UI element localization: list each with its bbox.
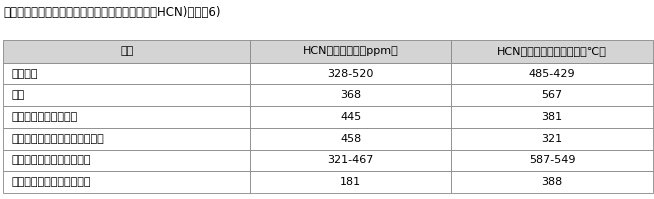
Bar	[451, 63, 653, 85]
Text: 445: 445	[340, 112, 362, 122]
Text: 321: 321	[542, 134, 562, 144]
Bar	[250, 150, 451, 171]
Text: 381: 381	[542, 112, 562, 122]
Bar	[3, 106, 250, 128]
Text: ナイロン: ナイロン	[11, 69, 38, 79]
Bar	[451, 40, 653, 63]
Bar	[451, 85, 653, 106]
Text: 表４．窒素含有材料の燃焼によるシアン化水素（HCN)の発生6): 表４．窒素含有材料の燃焼によるシアン化水素（HCN)の発生6)	[3, 6, 221, 19]
Text: 羊毛: 羊毛	[11, 90, 24, 100]
Text: 材料: 材料	[120, 46, 133, 56]
Bar	[3, 85, 250, 106]
Text: ポリアクリロニトリル: ポリアクリロニトリル	[11, 112, 77, 122]
Bar	[451, 106, 653, 128]
Bar	[250, 106, 451, 128]
Text: 388: 388	[542, 177, 562, 187]
Bar	[250, 128, 451, 150]
Bar	[3, 40, 250, 63]
Bar	[3, 171, 250, 193]
Bar	[250, 63, 451, 85]
Bar	[250, 85, 451, 106]
Text: 尿素ホルムアルデヒドフォーム: 尿素ホルムアルデヒドフォーム	[11, 134, 104, 144]
Text: HCNピーク濃度（ppm）: HCNピーク濃度（ppm）	[303, 46, 398, 56]
Text: 328-520: 328-520	[328, 69, 374, 79]
Text: 587-549: 587-549	[529, 155, 576, 166]
Bar	[3, 63, 250, 85]
Bar	[3, 150, 250, 171]
Text: 181: 181	[340, 177, 361, 187]
Text: 368: 368	[340, 90, 361, 100]
Bar	[451, 128, 653, 150]
Text: HCNピーク濃度時の温度（℃）: HCNピーク濃度時の温度（℃）	[497, 46, 607, 56]
Text: 485-429: 485-429	[528, 69, 576, 79]
Bar	[451, 171, 653, 193]
Bar	[250, 40, 451, 63]
Bar	[3, 128, 250, 150]
Text: 567: 567	[542, 90, 562, 100]
Bar	[451, 150, 653, 171]
Text: 321-467: 321-467	[328, 155, 374, 166]
Bar	[250, 171, 451, 193]
Text: 軟質ポリウレタンフォーム: 軟質ポリウレタンフォーム	[11, 177, 91, 187]
Text: 硬質ポリウレタンフォーム: 硬質ポリウレタンフォーム	[11, 155, 91, 166]
Text: 458: 458	[340, 134, 362, 144]
